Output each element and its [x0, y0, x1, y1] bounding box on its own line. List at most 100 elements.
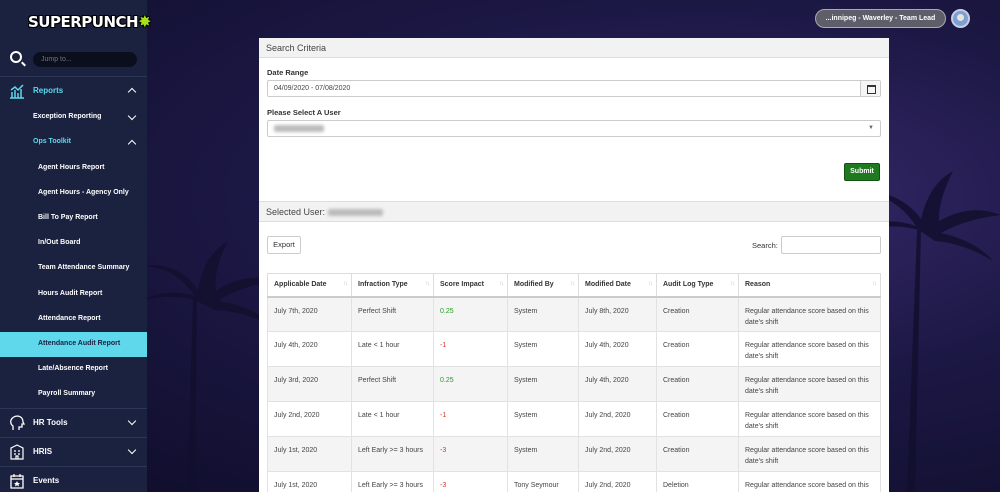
table-search-input[interactable] — [781, 236, 881, 254]
calendar-icon — [10, 474, 24, 489]
date-range-label: Date Range — [267, 68, 309, 77]
selected-user-label: Selected User: — [266, 207, 326, 217]
column-header-applicable-date[interactable]: Applicable Date ↑↓ — [267, 273, 352, 298]
table-row: July 7th, 2020 Perfect Shift 0.25 System… — [267, 296, 881, 332]
table-header-row: Applicable Date ↑↓ Infraction Type ↑↓ Scor… — [267, 273, 881, 298]
cell-applicable-date: July 7th, 2020 — [267, 296, 352, 332]
chevron-down-icon — [127, 445, 137, 455]
cell-applicable-date: July 2nd, 2020 — [267, 401, 352, 437]
sort-icon: ↑↓ — [730, 281, 735, 287]
sidebar-item-label: Ops Toolkit — [33, 138, 71, 145]
jump-to-input[interactable] — [33, 52, 137, 67]
sidebar-item-bill-to-pay[interactable]: Bill To Pay Report — [0, 206, 147, 231]
sidebar-item-label: Bill To Pay Report — [38, 214, 98, 221]
redacted-user-name — [327, 209, 383, 217]
divider — [0, 437, 147, 438]
cell-modified-by: System — [507, 331, 579, 367]
cell-applicable-date: July 1st, 2020 — [267, 471, 352, 492]
sidebar-item-payroll-summary[interactable]: Payroll Summary — [0, 382, 147, 407]
column-header-modified-by[interactable]: Modified By ↑↓ — [507, 273, 579, 298]
cell-reason: Regular attendance score based on this d… — [738, 471, 881, 492]
sidebar-item-late-absence[interactable]: Late/Absence Report — [0, 357, 147, 382]
sidebar-item-hr-tools[interactable]: HR Tools — [0, 409, 147, 437]
divider — [0, 466, 147, 467]
hris-building-icon — [10, 444, 24, 460]
cell-audit-log-type: Creation — [656, 436, 739, 472]
submit-button[interactable]: Submit — [844, 163, 880, 181]
sidebar-item-team-attendance[interactable]: Team Attendance Summary — [0, 256, 147, 281]
search-criteria-heading: Search Criteria — [259, 38, 889, 58]
column-header-audit-log-type[interactable]: Audit Log Type ↑↓ — [656, 273, 739, 298]
column-header-infraction-type[interactable]: Infraction Type ↑↓ — [351, 273, 434, 298]
sidebar-item-ops-toolkit[interactable]: Ops Toolkit — [0, 130, 147, 155]
cell-infraction-type: Late < 1 hour — [351, 331, 434, 367]
sidebar-item-hris[interactable]: HRIS — [0, 438, 147, 466]
cell-applicable-date: July 3rd, 2020 — [267, 366, 352, 402]
divider — [0, 408, 147, 409]
search-icon — [10, 51, 22, 63]
table-search-label: Search: — [752, 241, 778, 250]
cell-modified-by: System — [507, 366, 579, 402]
table-row: July 4th, 2020 Late < 1 hour -1 System J… — [267, 331, 881, 367]
sidebar-item-attendance-audit[interactable]: Attendance Audit Report — [0, 332, 147, 357]
sidebar-item-label: Team Attendance Summary — [38, 264, 130, 271]
chevron-down-icon — [127, 111, 137, 121]
sidebar-item-agent-hours[interactable]: Agent Hours Report — [0, 156, 147, 181]
cell-modified-date: July 4th, 2020 — [578, 366, 657, 402]
superpunch-logo[interactable]: SUPERPUNCH✸ — [28, 12, 151, 31]
cell-modified-date: July 2nd, 2020 — [578, 471, 657, 492]
cell-reason: Regular attendance score based on this d… — [738, 366, 881, 402]
chevron-up-icon — [127, 87, 137, 97]
cell-reason: Regular attendance score based on this d… — [738, 296, 881, 332]
cell-audit-log-type: Creation — [656, 366, 739, 402]
sidebar-item-hours-audit[interactable]: Hours Audit Report — [0, 282, 147, 307]
sidebar-item-in-out-board[interactable]: In/Out Board — [0, 231, 147, 256]
sidebar-item-exception-reporting[interactable]: Exception Reporting — [0, 105, 147, 130]
cell-reason: Regular attendance score based on this d… — [738, 331, 881, 367]
sidebar-item-label: Events — [33, 476, 60, 485]
date-range-value: 04/09/2020 - 07/08/2020 — [274, 85, 351, 92]
column-header-score-impact[interactable]: Score Impact ↑↓ — [433, 273, 508, 298]
export-button[interactable]: Export — [267, 236, 301, 254]
sidebar-item-label: Reports — [33, 86, 64, 95]
sidebar-item-agent-hours-agency[interactable]: Agent Hours - Agency Only — [0, 181, 147, 206]
sidebar-item-label: HRIS — [33, 447, 53, 456]
sidebar-item-reports[interactable]: Reports — [0, 77, 147, 105]
date-range-input[interactable]: 04/09/2020 - 07/08/2020 — [267, 80, 881, 97]
chevron-down-icon — [127, 416, 137, 426]
cell-reason: Regular attendance score based on this d… — [738, 436, 881, 472]
cell-score-impact: 0.25 — [433, 366, 508, 402]
cell-score-impact: -1 — [433, 331, 508, 367]
sidebar-item-label: Hours Audit Report — [38, 290, 103, 297]
cell-audit-log-type: Creation — [656, 296, 739, 332]
audit-table: Applicable Date ↑↓ Infraction Type ↑↓ Scor… — [267, 273, 881, 492]
sidebar-item-label: Late/Absence Report — [38, 365, 109, 372]
table-row: July 2nd, 2020 Late < 1 hour -1 System J… — [267, 401, 881, 437]
user-select-label: Please Select A User — [267, 108, 341, 117]
column-header-reason[interactable]: Reason ↑↓ — [738, 273, 881, 298]
sidebar-item-attendance-report[interactable]: Attendance Report — [0, 307, 147, 332]
calendar-icon[interactable] — [860, 81, 880, 96]
sidebar: SUPERPUNCH✸ Reports Exception Reporting … — [0, 0, 151, 492]
sidebar-item-label: Agent Hours - Agency Only — [38, 189, 129, 196]
table-row: July 1st, 2020 Left Early >= 3 hours -3 … — [267, 436, 881, 472]
user-select[interactable]: ▼ — [267, 120, 881, 137]
cell-score-impact: -3 — [433, 471, 508, 492]
cell-audit-log-type: Deletion — [656, 471, 739, 492]
avatar[interactable] — [951, 9, 970, 28]
cell-modified-date: July 4th, 2020 — [578, 331, 657, 367]
cell-infraction-type: Left Early >= 3 hours — [351, 471, 434, 492]
sidebar-item-events[interactable]: Events — [0, 467, 147, 492]
main-panel: Search Criteria Date Range 04/09/2020 - … — [259, 38, 889, 492]
user-role-selector[interactable]: ...innipeg - Waverley - Team Lead — [815, 9, 946, 28]
reports-chart-icon — [10, 84, 24, 99]
column-header-modified-date[interactable]: Modified Date ↑↓ — [578, 273, 657, 298]
cell-audit-log-type: Creation — [656, 331, 739, 367]
sort-icon: ↑↓ — [872, 281, 877, 287]
divider — [0, 76, 147, 77]
sidebar-item-label: Payroll Summary — [38, 390, 96, 397]
cell-modified-by: System — [507, 436, 579, 472]
cell-reason: Regular attendance score based on this d… — [738, 401, 881, 437]
selected-user-heading: Selected User: — [259, 201, 889, 222]
caret-down-icon: ▼ — [868, 125, 874, 131]
